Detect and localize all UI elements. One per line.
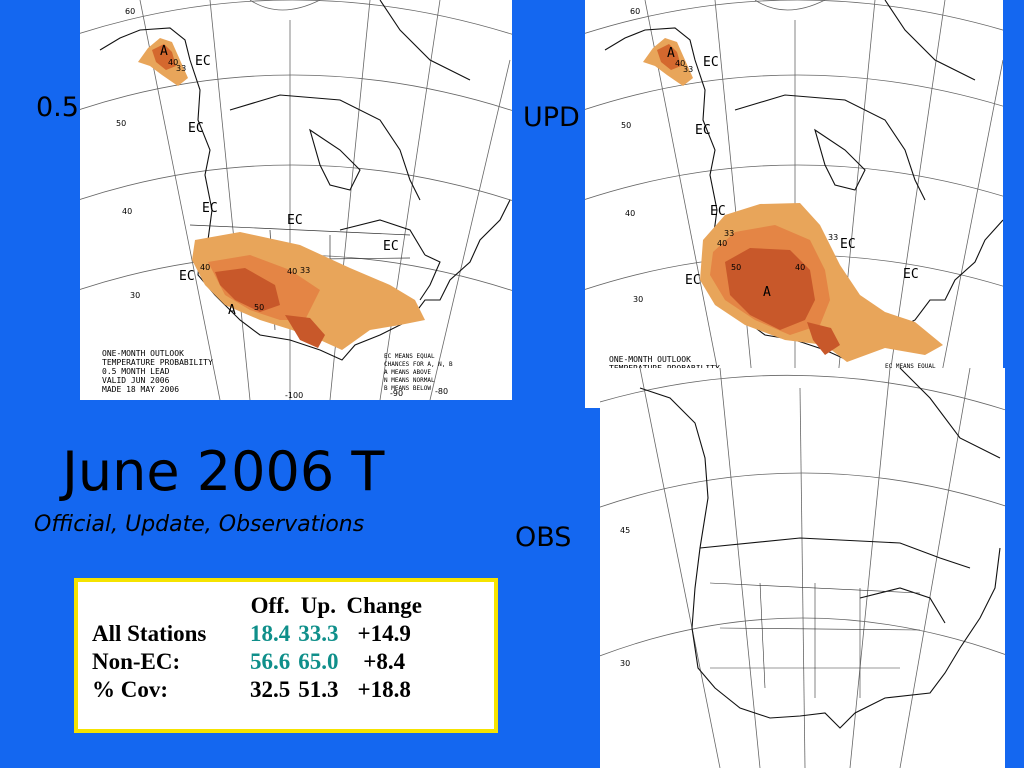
row-label: Non-EC: — [92, 649, 181, 674]
contour-label: 33 — [176, 64, 186, 73]
region-label: A — [228, 303, 236, 318]
table-row: Non-EC: 56.6 65.0 +8.4 — [88, 648, 426, 676]
region-label: A — [763, 285, 771, 300]
official-outlook-map: 60 50 40 30 -100 -90 -80 EC EC EC EC EC … — [80, 0, 512, 400]
region-label: EC — [202, 201, 218, 216]
table-row: All Stations 18.4 33.3 +14.9 — [88, 620, 426, 648]
lat-label: 50 — [116, 119, 126, 128]
lat-label: 60 — [125, 7, 135, 16]
lon-label: -80 — [435, 387, 448, 396]
update-value: 51.3 — [298, 677, 339, 702]
official-value: 56.6 — [250, 649, 291, 674]
map-caption-line: ONE-MONTH OUTLOOK — [609, 355, 691, 364]
row-label: All Stations — [92, 621, 207, 646]
change-value: +14.9 — [357, 621, 411, 646]
change-value: +18.8 — [357, 677, 411, 702]
contour-label: 33 — [724, 229, 734, 238]
map-legend-line: B MEANS BELOW — [384, 385, 431, 392]
map-caption-line: MADE 18 MAY 2006 — [102, 385, 179, 394]
region-label: EC — [383, 239, 399, 254]
official-value: 32.5 — [250, 677, 291, 702]
contour-label: 33 — [828, 233, 838, 242]
map-legend-line: CHANCES FOR A, N, B — [384, 361, 453, 368]
column-header — [88, 592, 246, 620]
obs-map-graphic: 45 30 — [600, 368, 1005, 768]
map-legend-line: N MEANS NORMAL — [384, 377, 435, 384]
map-legend-line: A MEANS ABOVE — [384, 369, 431, 376]
lat-label: 30 — [633, 295, 643, 304]
change-value: +8.4 — [363, 649, 406, 674]
contour-label: 33 — [300, 266, 310, 275]
updated-outlook-map: 60 50 40 30 EC EC EC EC EC EC A A 40 33 … — [585, 0, 1003, 408]
region-label: EC — [710, 204, 726, 219]
lat-label: 30 — [130, 291, 140, 300]
region-label: EC — [903, 267, 919, 282]
column-header: Off. — [250, 593, 290, 618]
official-map-label: 0.5 — [36, 92, 79, 123]
contour-label: 40 — [287, 267, 297, 276]
observations-map: 45 30 — [600, 368, 1005, 768]
update-map-label: UPD — [523, 102, 580, 133]
region-label: EC — [703, 55, 719, 70]
table-header-row: Off. Up. Change — [88, 592, 426, 620]
update-value: 33.3 — [298, 621, 339, 646]
update-value: 65.0 — [298, 649, 339, 674]
map-legend-line: EC MEANS EQUAL — [885, 363, 936, 370]
region-label: EC — [287, 213, 303, 228]
contour-label: 40 — [717, 239, 727, 248]
contour-label: 33 — [683, 65, 693, 74]
region-label: EC — [195, 54, 211, 69]
region-label: EC — [695, 123, 711, 138]
update-map-graphic: 60 50 40 30 EC EC EC EC EC EC A A 40 33 … — [585, 0, 1003, 408]
map-caption-line: TEMPERATURE PROBABILITY — [102, 358, 213, 367]
column-header: Up. — [300, 593, 336, 618]
slide-subtitle: Official, Update, Observations — [34, 512, 365, 537]
contour-label: 40 — [200, 263, 210, 272]
stats-table: Off. Up. Change All Stations 18.4 33.3 +… — [74, 578, 498, 733]
lat-label: 40 — [122, 207, 132, 216]
lon-label: -90 — [390, 389, 403, 398]
contour-label: 50 — [254, 303, 264, 312]
contour-label: 50 — [731, 263, 741, 272]
region-label: EC — [685, 273, 701, 288]
lat-label: 50 — [621, 121, 631, 130]
official-map-graphic: 60 50 40 30 -100 -90 -80 EC EC EC EC EC … — [80, 0, 512, 400]
contour-label: 40 — [795, 263, 805, 272]
slide-title: June 2006 T — [62, 440, 385, 503]
column-header: Change — [346, 593, 422, 618]
table-row: % Cov: 32.5 51.3 +18.8 — [88, 676, 426, 704]
region-label: A — [667, 46, 675, 61]
contour-label: 40 — [675, 59, 685, 68]
row-label: % Cov: — [92, 677, 169, 702]
map-caption-line: 0.5 MONTH LEAD — [102, 367, 170, 376]
lat-label: 45 — [620, 526, 630, 535]
official-value: 18.4 — [250, 621, 291, 646]
region-label: EC — [179, 269, 195, 284]
lat-label: 30 — [620, 659, 630, 668]
lat-label: 40 — [625, 209, 635, 218]
map-legend-line: EC MEANS EQUAL — [384, 353, 435, 360]
lon-label: -100 — [285, 391, 303, 400]
contour-label: 40 — [168, 58, 178, 67]
stats-table-grid: Off. Up. Change All Stations 18.4 33.3 +… — [88, 592, 426, 704]
region-label: EC — [840, 237, 856, 252]
obs-map-label: OBS — [515, 522, 572, 553]
lat-label: 60 — [630, 7, 640, 16]
region-label: EC — [188, 121, 204, 136]
region-label: A — [160, 44, 168, 59]
map-caption-line: VALID JUN 2006 — [102, 376, 170, 385]
map-caption-line: ONE-MONTH OUTLOOK — [102, 349, 184, 358]
